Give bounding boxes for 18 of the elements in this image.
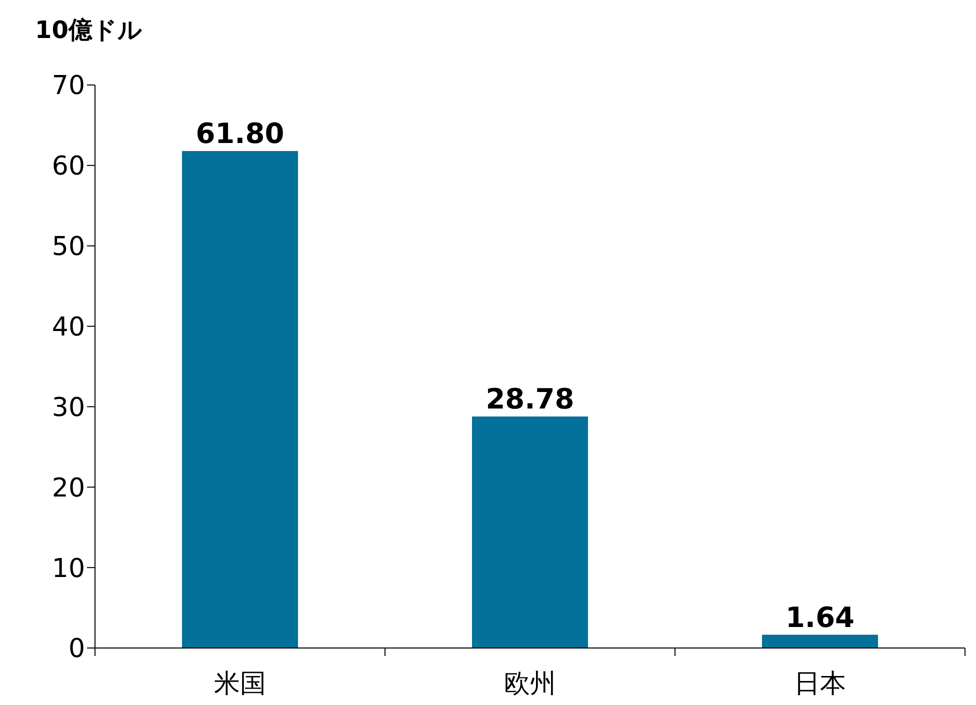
y-tick-label: 20	[52, 473, 85, 504]
data-label: 1.64	[785, 600, 855, 634]
y-tick-label: 70	[52, 71, 85, 102]
x-tick-label: 米国	[214, 669, 266, 699]
y-tick-label: 0	[68, 634, 85, 664]
data-label: 28.78	[486, 382, 574, 416]
y-tick-label: 10	[52, 554, 85, 584]
y-tick-label: 30	[52, 392, 85, 423]
bar	[472, 416, 588, 648]
x-tick-label: 欧州	[504, 669, 556, 699]
y-tick-label: 40	[52, 312, 85, 343]
y-axis-title: 10億ドル	[35, 15, 142, 46]
y-tick-label: 50	[52, 232, 85, 262]
bar	[182, 150, 298, 648]
bar	[762, 634, 878, 648]
y-tick-label: 60	[52, 152, 85, 182]
x-tick-label: 日本	[794, 669, 846, 699]
data-label: 61.80	[196, 116, 284, 150]
